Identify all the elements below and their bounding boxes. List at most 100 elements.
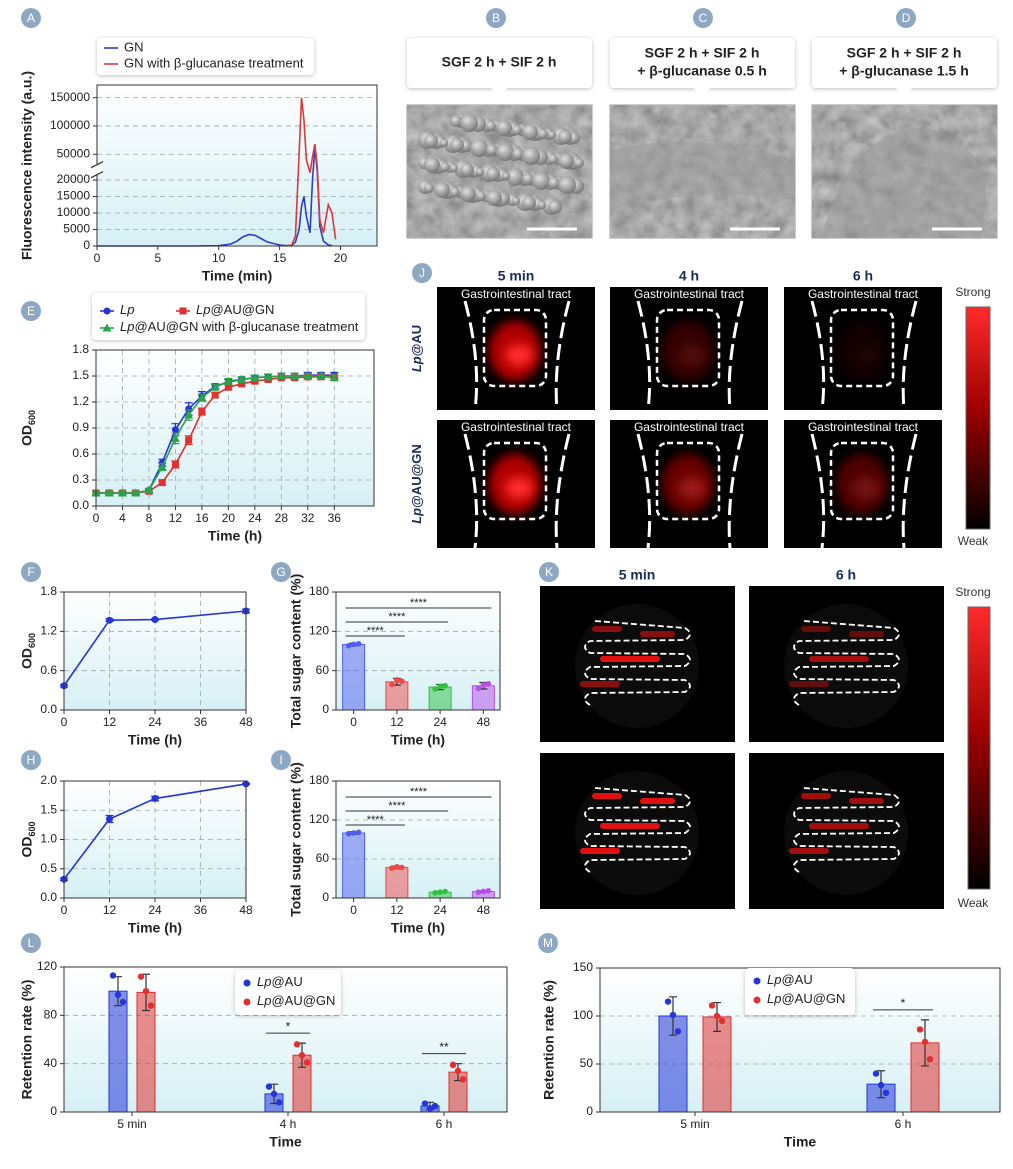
plot-frame (95, 349, 375, 507)
y-tick-label: 120 (309, 624, 329, 638)
x-axis-title: Time (h) (391, 732, 445, 748)
y-tick-label: 0 (83, 238, 90, 252)
sem-grain (512, 125, 522, 135)
column-title: 6 h (853, 268, 873, 284)
legend-swatch (753, 996, 761, 1004)
point (117, 488, 127, 497)
column-title: 6 h (836, 567, 856, 583)
data-point (713, 1012, 721, 1020)
panel-badge (539, 562, 559, 582)
plot-frame (335, 591, 501, 711)
x-axis-title: Time (h) (208, 528, 262, 544)
significance-label: **** (410, 597, 428, 609)
x-tick-label: 4 (119, 511, 126, 525)
sem-grain (522, 147, 540, 165)
sem-grain (538, 129, 548, 139)
x-tick-label: 5 (155, 251, 162, 265)
sem-grain (558, 176, 576, 194)
legend-label: Lp@AU@GN with β-glucanase treatment (120, 319, 359, 334)
x-tick-label: 48 (477, 903, 491, 917)
point (171, 426, 179, 434)
sem-grain (512, 197, 520, 205)
data-point (114, 991, 122, 998)
x-tick-label: 16 (195, 511, 209, 525)
point (171, 460, 179, 468)
x-tick-label: 24 (148, 715, 162, 729)
panel-badge (21, 8, 41, 28)
tract-outline (901, 433, 918, 549)
signal (580, 681, 620, 687)
data-point (480, 888, 487, 895)
sem-grain (548, 177, 560, 189)
tract-outline (554, 433, 571, 549)
x-tick-label: 36 (194, 715, 208, 729)
data-point (877, 1081, 885, 1089)
data-point (664, 998, 672, 1005)
point (316, 371, 326, 380)
sem-grain (450, 164, 458, 172)
tract-outline (901, 300, 918, 411)
sem-panel: SGF 2 h + SIF 2 h + β-glucanase 1.5 h (811, 38, 998, 239)
panel-badge (21, 750, 41, 770)
data-point (485, 888, 492, 894)
data-point (872, 1070, 880, 1077)
x-tick-label: 36 (194, 903, 208, 917)
x-tick-label: 8 (146, 511, 153, 525)
y-tick-label: 5000 (63, 222, 90, 236)
tract-outline (463, 433, 479, 549)
sem-caption: SGF 2 h + SIF 2 h (442, 54, 557, 70)
y-tick-label: 120 (37, 959, 57, 973)
signal-core (852, 477, 880, 499)
y-tick-label: 20000 (57, 172, 91, 186)
y-axis-title: Total sugar content (%) (288, 574, 304, 729)
signal-core (852, 344, 880, 366)
point (290, 371, 300, 380)
panel-label: M (543, 936, 553, 950)
panel-label: L (28, 936, 35, 950)
x-tick-label: 5 min (117, 1117, 146, 1131)
point (238, 380, 246, 388)
data-point (437, 889, 443, 895)
y-axis-subscript: 600 (27, 410, 37, 425)
signal (789, 681, 829, 687)
sem-grain (558, 153, 574, 169)
sem-grain (502, 172, 510, 180)
sem-grain (512, 148, 524, 160)
data-point (142, 987, 150, 995)
y-tick-label: 60 (316, 663, 330, 677)
signal (809, 823, 869, 829)
sem-grain (424, 134, 438, 148)
column-title: 5 min (619, 567, 656, 583)
signal-core (678, 477, 706, 499)
x-tick-label: 15 (273, 251, 287, 265)
y-tick-label: 0 (322, 702, 329, 716)
data-point (399, 678, 405, 684)
point (158, 479, 166, 487)
sem-grain (424, 183, 434, 193)
roi-outline (655, 308, 721, 388)
roi-outline (829, 441, 895, 521)
x-tick-label: 0 (93, 511, 100, 525)
panel-badge (693, 8, 713, 28)
legend-label: GN with β-glucanase treatment (124, 55, 304, 70)
y-axis-title: Retention rate (%) (19, 980, 35, 1100)
sem-panel: SGF 2 h + SIF 2 h + β-glucanase 0.5 h (609, 38, 796, 239)
data-point (265, 1083, 273, 1090)
sem-grain (460, 163, 474, 177)
tract-outline (636, 433, 652, 549)
y-tick-label: 1.8 (40, 584, 57, 598)
panel-badge (271, 562, 291, 582)
sem-caption: + β-glucanase 1.5 h (839, 63, 969, 79)
x-tick-label: 48 (239, 715, 253, 729)
point (106, 815, 113, 823)
panel-label: J (419, 266, 425, 280)
data-point (475, 889, 482, 895)
data-point (426, 1105, 434, 1112)
data-point (437, 683, 443, 690)
legend-label: Lp@AU@GN (257, 993, 335, 1008)
sem-grain (522, 196, 536, 210)
sem-grain (548, 131, 556, 139)
y-tick-label: 0 (50, 1104, 57, 1118)
x-tick-label: 4 h (280, 1117, 297, 1131)
